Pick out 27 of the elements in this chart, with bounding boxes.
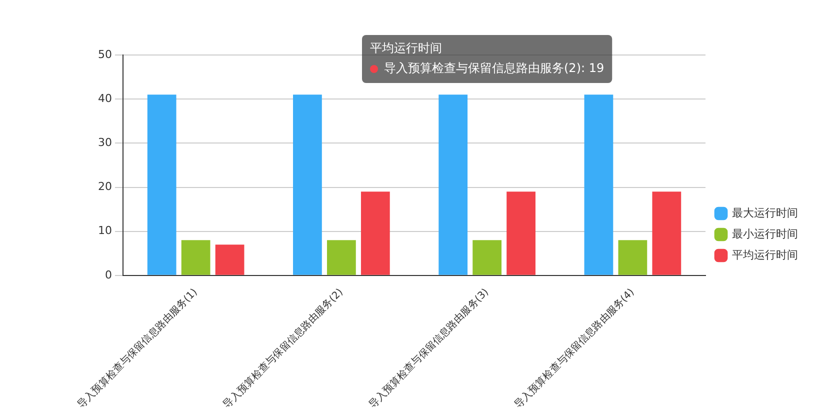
bar — [506, 192, 536, 275]
bar — [181, 240, 210, 275]
bar — [652, 192, 682, 275]
annotation: 平均运行时间 — [370, 41, 442, 56]
y-tick-label: 30 — [98, 136, 112, 150]
bar — [147, 94, 176, 275]
annotation: 导入预算检查与保留信息路由服务(2): 19 — [384, 61, 604, 76]
bar — [618, 240, 648, 275]
x-tick-label: 导入预算检查与保留信息路由服务(4) — [512, 286, 637, 411]
bar — [215, 244, 244, 275]
bar — [438, 94, 468, 275]
bar — [472, 240, 502, 275]
bar — [584, 94, 614, 275]
bar — [360, 192, 390, 275]
y-tick-label: 40 — [98, 92, 112, 105]
y-tick-label: 10 — [98, 224, 112, 238]
x-tick-label: 导入预算检查与保留信息路由服务(2) — [220, 286, 346, 411]
y-tick-label: 20 — [98, 180, 112, 194]
x-tick-label: 导入预算检查与保留信息路由服务(1) — [75, 286, 200, 411]
legend-label: 最小运行时间 — [732, 227, 798, 240]
y-tick-label: 0 — [104, 268, 112, 282]
bar — [326, 240, 356, 275]
y-tick-label: 50 — [98, 48, 112, 61]
legend-label: 最大运行时间 — [732, 206, 798, 220]
x-tick-label: 导入预算检查与保留信息路由服务(3) — [366, 286, 492, 411]
legend-label: 平均运行时间 — [732, 248, 798, 262]
bar — [293, 94, 322, 275]
